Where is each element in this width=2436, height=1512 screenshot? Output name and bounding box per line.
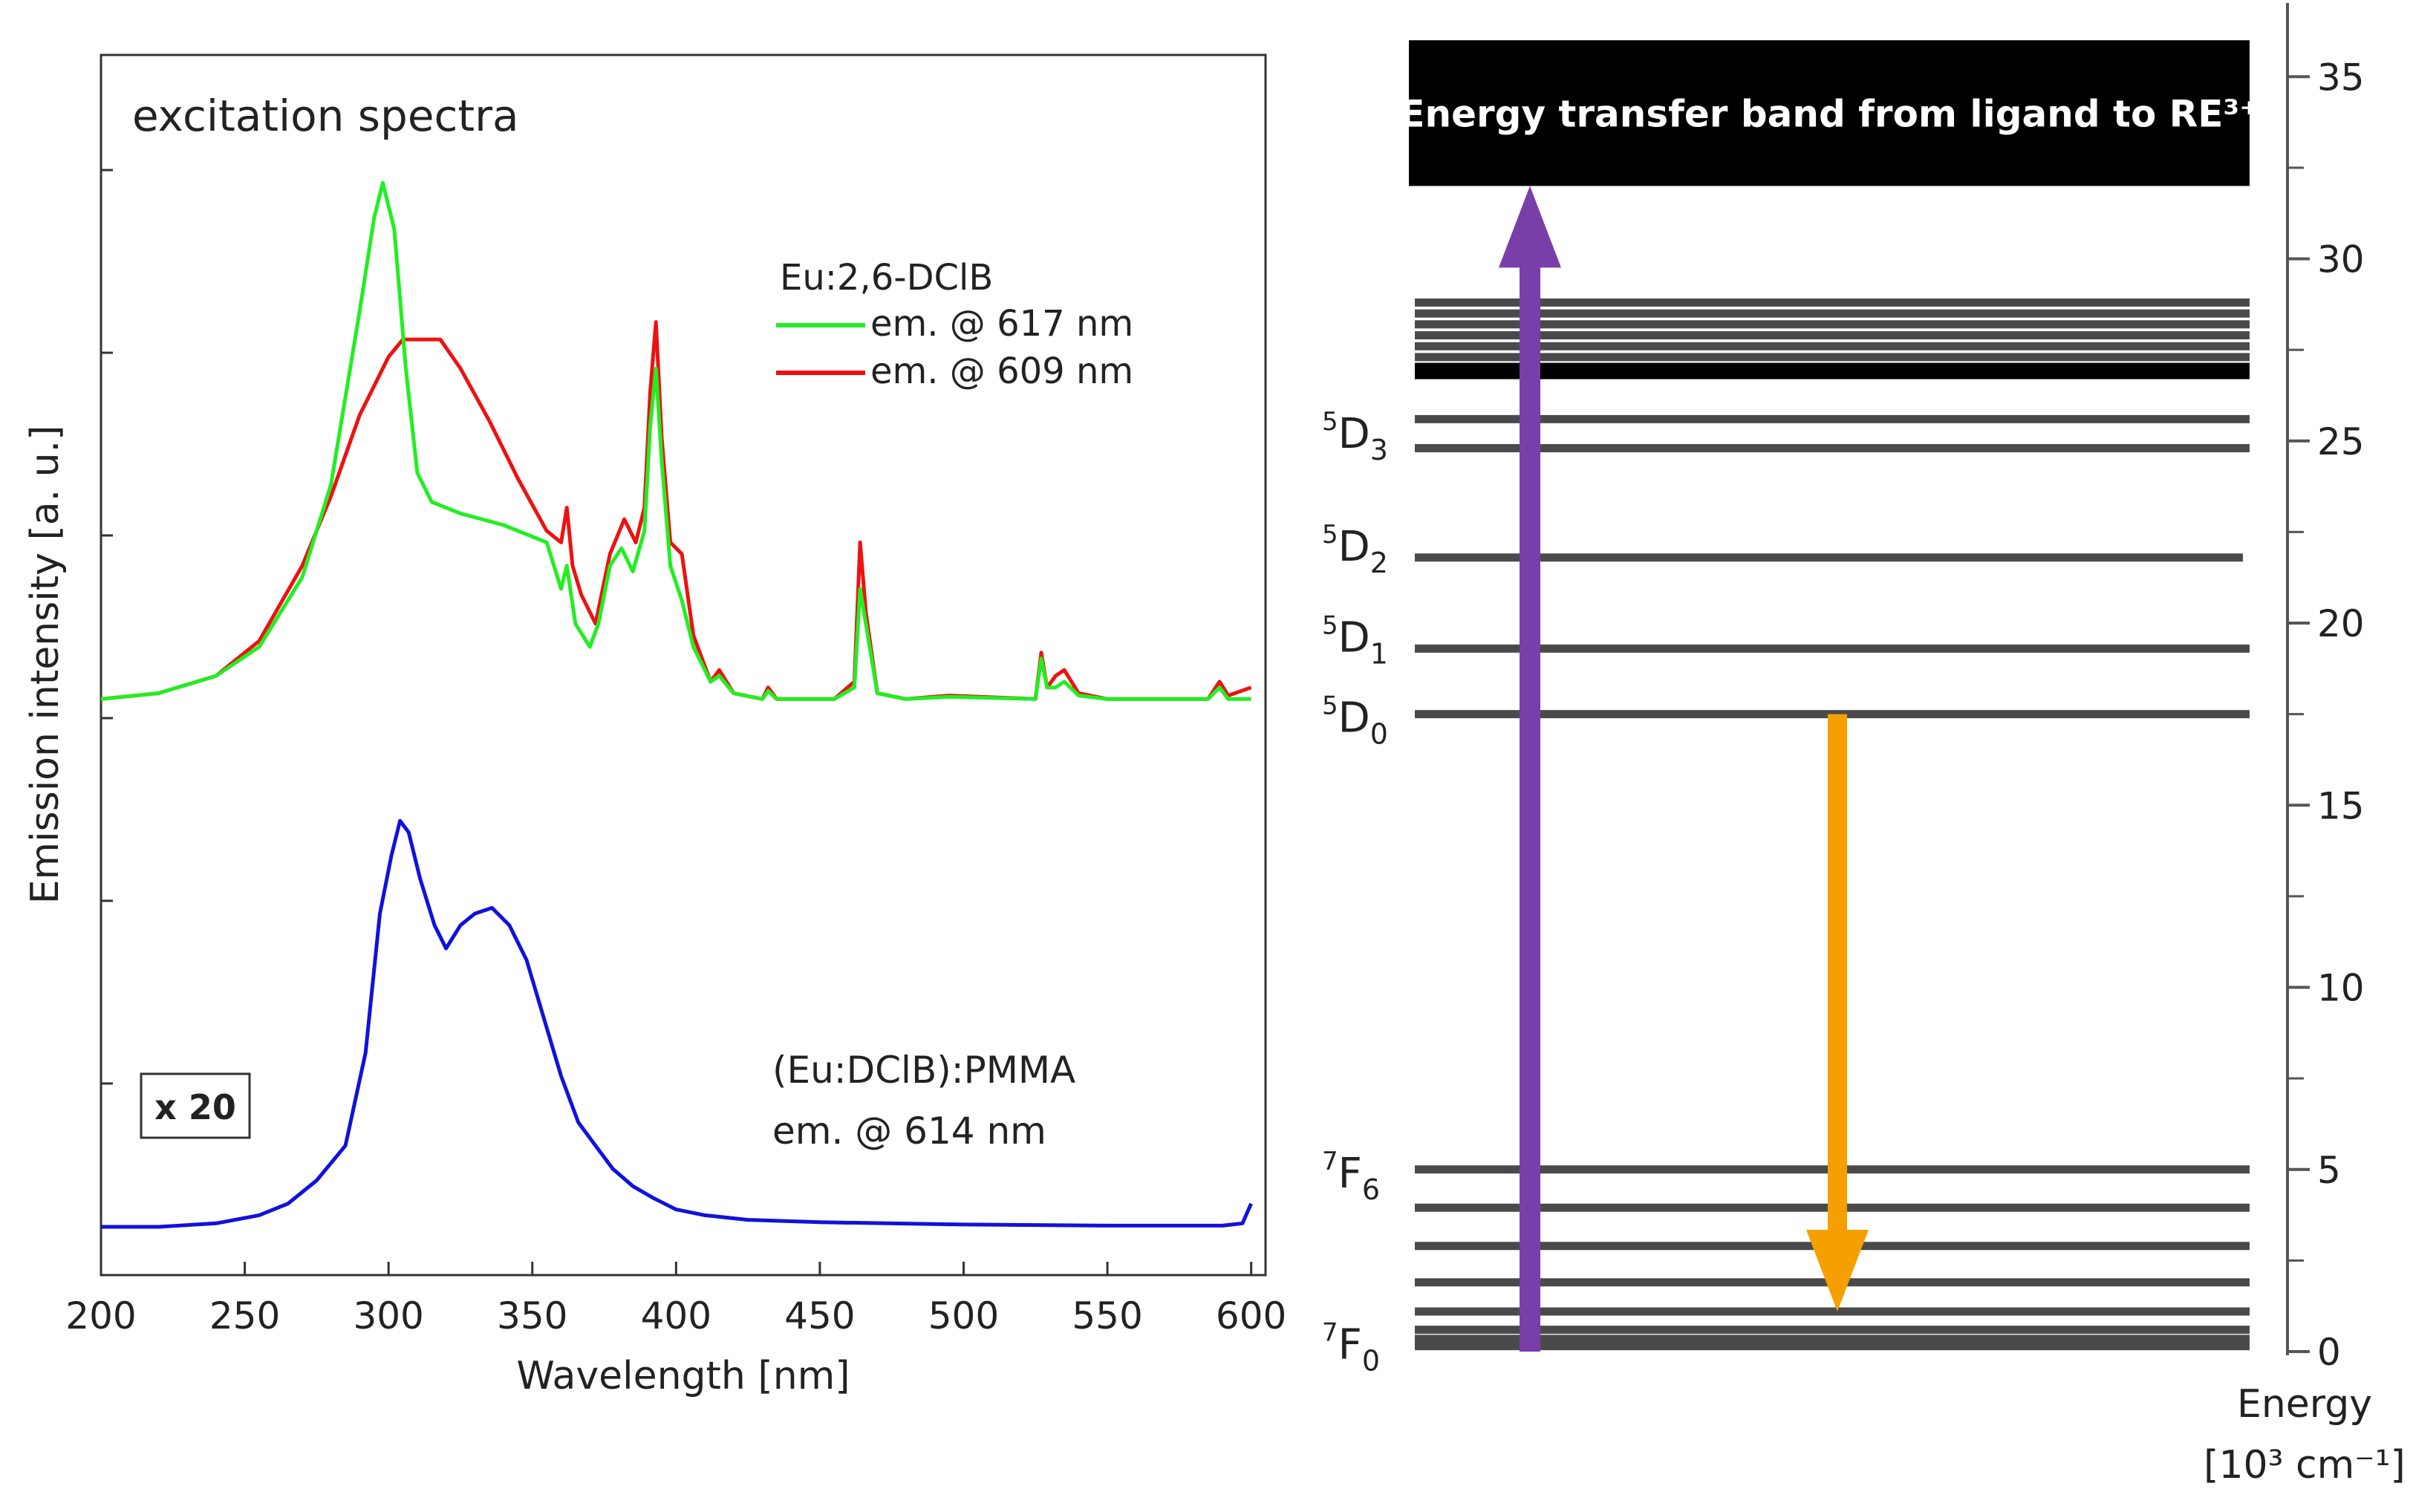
spectra-y-ticks bbox=[101, 169, 113, 1085]
energy-tick-label: 35 bbox=[2317, 56, 2365, 99]
x-tick-label: 200 bbox=[65, 1294, 136, 1337]
term-symbol-5D2: 5D2 bbox=[1322, 520, 1388, 579]
emission-arrow bbox=[1806, 714, 1869, 1312]
energy-tick-label: 0 bbox=[2317, 1331, 2341, 1374]
pmma-emission-label: em. @ 614 nm bbox=[772, 1109, 1046, 1153]
x-tick-label: 600 bbox=[1216, 1294, 1286, 1337]
energy-tick-label: 30 bbox=[2317, 238, 2365, 281]
transition-arrows bbox=[1499, 186, 1869, 1352]
x-tick-label: 550 bbox=[1072, 1294, 1142, 1337]
energy-axis-ticks: 0 5 10 15 20 25 30 35 bbox=[2287, 56, 2365, 1374]
spectra-series bbox=[100, 180, 1253, 1229]
energy-tick-label: 5 bbox=[2317, 1149, 2341, 1192]
emission-arrow-head bbox=[1806, 1230, 1869, 1312]
legend-label-617: em. @ 617 nm bbox=[870, 303, 1133, 345]
energy-levels bbox=[1415, 298, 2250, 1351]
excitation-arrow-shaft bbox=[1520, 264, 1540, 1352]
spectra-ylabel: Emission intensity [a. u.] bbox=[23, 426, 68, 905]
emission-arrow-shaft bbox=[1828, 714, 1847, 1234]
term-symbol-7F6: 7F6 bbox=[1322, 1147, 1380, 1206]
x-tick-label: 300 bbox=[353, 1294, 423, 1337]
energy-axis-title: Energy bbox=[2237, 1382, 2372, 1427]
energy-tick-label: 20 bbox=[2317, 602, 2365, 645]
term-symbol-5D0: 5D0 bbox=[1322, 691, 1388, 751]
ligand-energy-band bbox=[1409, 40, 2250, 186]
x-tick-label: 500 bbox=[928, 1294, 999, 1337]
legend-label-609: em. @ 609 nm bbox=[870, 351, 1133, 392]
term-symbol-5D1: 5D1 bbox=[1322, 611, 1388, 671]
energy-tick-label: 25 bbox=[2317, 420, 2365, 463]
term-symbol-7F0: 7F0 bbox=[1322, 1317, 1380, 1377]
excitation-arrow-head bbox=[1499, 186, 1561, 268]
spectra-x-ticks: 200 250 300 350 400 450 500 550 600 bbox=[65, 1262, 1286, 1337]
series-line-green bbox=[100, 180, 1251, 701]
ligand-band-label: Energy transfer band from ligand to RE³⁺ bbox=[1399, 92, 2258, 135]
energy-tick-label: 15 bbox=[2317, 784, 2365, 827]
x-tick-label: 450 bbox=[784, 1294, 855, 1337]
pmma-label: (Eu:DClB):PMMA bbox=[772, 1049, 1075, 1092]
spectra-title: excitation spectra bbox=[132, 91, 519, 141]
energy-diagram: 0 5 10 15 20 25 30 35 Energy [10³ cm⁻¹] Energy … bbox=[1322, 3, 2406, 1487]
x-tick-label: 250 bbox=[209, 1294, 280, 1337]
excitation-arrow bbox=[1499, 186, 1561, 1352]
energy-axis-unit: [10³ cm⁻¹] bbox=[2204, 1443, 2406, 1487]
multiplier-box bbox=[140, 1072, 251, 1139]
dense-level-block bbox=[1415, 362, 2250, 379]
x-tick-label: 350 bbox=[497, 1294, 567, 1337]
legend-title: Eu:2,6-DClB bbox=[780, 257, 993, 299]
spectra-xlabel: Wavelength [nm] bbox=[516, 1354, 850, 1398]
series-line-blue bbox=[101, 818, 1253, 1229]
energy-level-labels: 7F0 7F6 5D0 5D1 5D2 5D3 bbox=[1322, 407, 1388, 1377]
spectra-chart: excitation spectra Emission intensity [a… bbox=[23, 53, 1286, 1398]
term-symbol-5D3: 5D3 bbox=[1322, 407, 1388, 466]
energy-tick-label: 10 bbox=[2317, 967, 2365, 1010]
x-tick-label: 400 bbox=[641, 1294, 711, 1337]
multiplier-label: x 20 bbox=[154, 1087, 236, 1127]
spectra-legend: Eu:2,6-DClB em. @ 617 nm em. @ 609 nm bbox=[776, 257, 1133, 392]
spectra-plot-frame bbox=[100, 53, 1267, 1277]
